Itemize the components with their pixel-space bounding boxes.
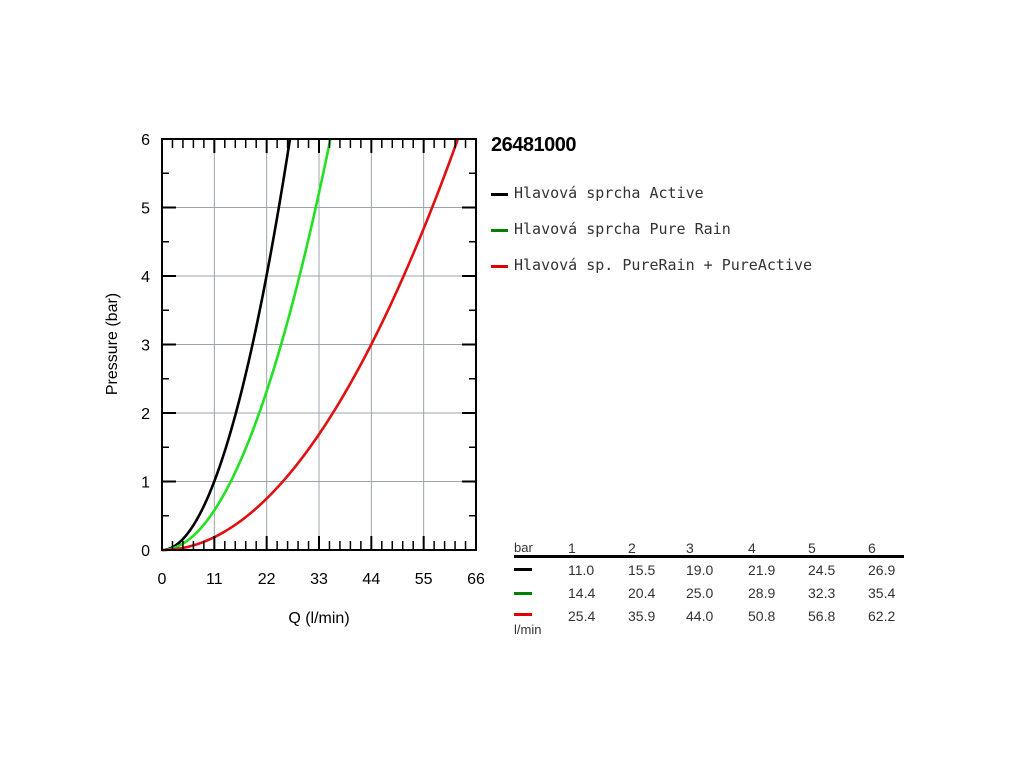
table-header-pressure: 4 (748, 540, 756, 556)
legend-swatch-active (491, 193, 508, 196)
x-tick-label: 44 (362, 571, 380, 588)
series-line-1 (161, 138, 292, 552)
legend-item-pure-rain: Hlavová sprcha Pure Rain (491, 220, 812, 256)
x-tick-label: 55 (415, 571, 433, 588)
series-layer (161, 138, 460, 552)
x-tick-label: 33 (310, 571, 328, 588)
y-tick-label: 4 (141, 269, 150, 286)
table-header-unit: bar (514, 540, 533, 555)
tick-labels: 0 11 22 33 44 55 66 0 1 2 3 4 5 6 (141, 132, 485, 588)
legend-label: Hlavová sprcha Active (514, 184, 704, 202)
table-cell: 28.9 (748, 585, 776, 601)
table-cell: 14.4 (568, 585, 596, 601)
legend-label: Hlavová sp. PureRain + PureActive (514, 256, 813, 274)
legend: Hlavová sprcha Active Hlavová sprcha Pur… (491, 184, 812, 292)
table-header-pressure: 5 (808, 540, 816, 556)
table-row-swatch-combined (514, 613, 532, 616)
legend-swatch-combined (491, 265, 508, 268)
axis-ticks (161, 138, 477, 551)
x-tick-label: 0 (158, 571, 167, 588)
table-header-pressure: 6 (868, 540, 876, 556)
table-cell: 25.0 (686, 585, 714, 601)
legend-swatch-pure-rain (491, 229, 508, 232)
y-tick-label: 6 (141, 132, 150, 149)
table-cell: 19.0 (686, 562, 714, 578)
y-tick-label: 5 (141, 201, 150, 218)
flow-rate-table: bar 1 2 3 4 5 6 11.0 15.5 19.0 21.9 24.5… (514, 538, 904, 638)
table-cell: 20.4 (628, 585, 656, 601)
x-tick-label: 22 (258, 571, 276, 588)
table-row-swatch-active (514, 568, 532, 571)
series-line-3 (161, 138, 460, 552)
y-tick-label: 2 (141, 406, 150, 423)
table-row-swatch-pure-rain (514, 592, 532, 595)
table-cell: 32.3 (808, 585, 836, 601)
table-header-pressure: 2 (628, 540, 636, 556)
grid-lines (162, 139, 476, 550)
table-rule (514, 555, 904, 558)
table-cell: 25.4 (568, 608, 596, 624)
y-tick-label: 0 (141, 543, 150, 560)
table-cell: 56.8 (808, 608, 836, 624)
table-cell: 15.5 (628, 562, 656, 578)
x-tick-label: 11 (206, 571, 223, 588)
series-line-2 (161, 138, 332, 552)
table-header-pressure: 3 (686, 540, 694, 556)
table-cell: 35.9 (628, 608, 656, 624)
table-cell: 44.0 (686, 608, 714, 624)
y-axis-title: Pressure (bar) (104, 293, 121, 395)
legend-label: Hlavová sprcha Pure Rain (514, 220, 731, 238)
table-cell: 50.8 (748, 608, 776, 624)
x-axis-title: Q (l/min) (288, 610, 349, 627)
table-cell: 35.4 (868, 585, 896, 601)
table-unit-label: l/min (514, 622, 542, 637)
table-cell: 62.2 (868, 608, 896, 624)
table-header-pressure: 1 (568, 540, 576, 556)
x-tick-label: 66 (467, 571, 485, 588)
product-code: 26481000 (491, 134, 576, 156)
table-cell: 21.9 (748, 562, 776, 578)
table-cell: 26.9 (868, 562, 896, 578)
table-cell: 24.5 (808, 562, 836, 578)
y-tick-label: 1 (141, 475, 150, 492)
y-tick-label: 3 (141, 338, 150, 355)
legend-item-active: Hlavová sprcha Active (491, 184, 812, 220)
table-cell: 11.0 (568, 562, 595, 578)
legend-item-combined: Hlavová sp. PureRain + PureActive (491, 256, 812, 292)
